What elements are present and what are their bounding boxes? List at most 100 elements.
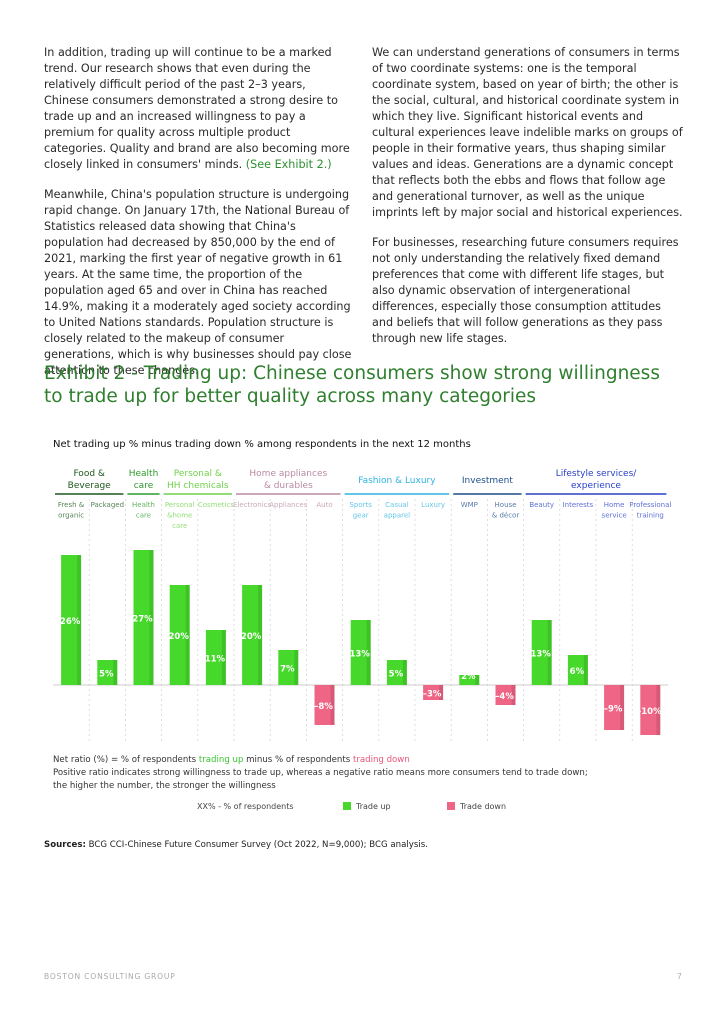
group-label-0: Beverage bbox=[68, 481, 112, 491]
group-label-2: HH chemicals bbox=[167, 481, 229, 491]
chart-note: Net ratio (%) = % of respondents trading… bbox=[53, 754, 588, 793]
note-line-2: Positive ratio indicates strong willingn… bbox=[53, 768, 588, 778]
category-label-11: WMP bbox=[461, 501, 478, 509]
bar-shade-2 bbox=[149, 550, 154, 685]
bar-13 bbox=[531, 620, 552, 685]
bar-shade-3 bbox=[185, 585, 190, 685]
category-label-3: care bbox=[172, 522, 187, 530]
value-label-10: –3% bbox=[423, 690, 442, 700]
sources-text: BCG CCI-Chinese Future Consumer Survey (… bbox=[88, 840, 428, 850]
category-label-5: Electronics bbox=[233, 501, 272, 509]
category-label-4: Cosmetics bbox=[198, 501, 234, 509]
category-label-9: Casual bbox=[385, 501, 409, 509]
bar-5 bbox=[242, 585, 263, 685]
group-label-5: Investment bbox=[462, 476, 513, 486]
bar-10 bbox=[423, 685, 444, 700]
category-label-1: Packaged bbox=[91, 501, 124, 509]
footer-company: BOSTON CONSULTING GROUP bbox=[44, 972, 176, 981]
value-label-5: 20% bbox=[241, 632, 262, 642]
value-label-0: 26% bbox=[60, 617, 81, 627]
group-label-3: & durables bbox=[264, 481, 313, 491]
bar-shade-12 bbox=[511, 685, 516, 705]
bar-shade-6 bbox=[294, 650, 299, 685]
bar-9 bbox=[386, 660, 407, 685]
text-column-right: We can understand generations of consume… bbox=[372, 45, 684, 361]
category-label-15: service bbox=[602, 512, 627, 520]
trading-up-bar-chart: Food & Beverage Fresh & organic Packaged Heal… bbox=[53, 469, 671, 743]
category-label-3: Personal bbox=[165, 501, 195, 509]
paragraph-generations: We can understand generations of consume… bbox=[372, 46, 683, 219]
bar-2 bbox=[133, 550, 154, 685]
value-label-11: 2% bbox=[461, 672, 476, 682]
bar-shade-5 bbox=[258, 585, 263, 685]
value-label-4: 11% bbox=[205, 655, 226, 665]
bar-shade-4 bbox=[221, 630, 226, 685]
group-label-1: care bbox=[134, 481, 154, 491]
bar-shade-0 bbox=[77, 555, 82, 685]
category-label-13: Beauty bbox=[529, 501, 554, 509]
group-label-4: Fashion & Luxury bbox=[358, 476, 436, 486]
value-label-14: 6% bbox=[570, 667, 585, 677]
bar-shade-16 bbox=[656, 685, 661, 735]
category-label-12: & décor bbox=[492, 512, 520, 520]
category-label-3: &home bbox=[167, 512, 192, 520]
value-label-1: 5% bbox=[99, 670, 114, 680]
legend-xx: XX% - % of respondents bbox=[197, 802, 294, 811]
category-label-8: gear bbox=[353, 512, 369, 520]
category-label-0: Fresh & bbox=[58, 501, 85, 509]
bar-shade-15 bbox=[620, 685, 625, 730]
text-column-left: In addition, trading up will continue to… bbox=[44, 45, 352, 393]
legend-trade-down: Trade down bbox=[447, 802, 506, 811]
group-label-0: Food & bbox=[73, 469, 104, 479]
bar-shade-8 bbox=[366, 620, 371, 685]
category-label-15: Home bbox=[604, 501, 625, 509]
group-label-1: Health bbox=[129, 469, 159, 479]
sources-label: Sources: bbox=[44, 840, 86, 850]
category-label-7: Auto bbox=[316, 501, 332, 509]
bar-3 bbox=[169, 585, 190, 685]
bar-8 bbox=[350, 620, 371, 685]
value-label-9: 5% bbox=[389, 670, 404, 680]
bar-shade-1 bbox=[113, 660, 118, 685]
legend-label-up: Trade up bbox=[356, 802, 391, 811]
bar-4 bbox=[205, 630, 226, 685]
bar-12 bbox=[495, 685, 516, 705]
value-label-13: 13% bbox=[531, 650, 552, 660]
note-trading-up: trading up bbox=[198, 755, 244, 765]
bar-14 bbox=[567, 655, 588, 685]
bar-15 bbox=[604, 685, 625, 730]
category-label-14: Interests bbox=[563, 501, 594, 509]
bar-1 bbox=[97, 660, 118, 685]
category-label-12: House bbox=[495, 501, 517, 509]
value-label-8: 13% bbox=[350, 650, 371, 660]
note-text: minus % of respondents bbox=[243, 755, 353, 765]
bar-11 bbox=[459, 675, 480, 685]
note-trading-down: trading down bbox=[352, 755, 410, 765]
bar-shade-13 bbox=[547, 620, 552, 685]
value-label-12: –4% bbox=[495, 692, 514, 702]
page-number: 7 bbox=[677, 972, 682, 981]
category-label-2: care bbox=[136, 512, 151, 520]
group-label-3: Home appliances bbox=[249, 469, 327, 479]
exhibit-title: Exhibit 2 - Trading up: Chinese consumer… bbox=[44, 363, 660, 407]
value-label-16: –10% bbox=[637, 707, 662, 717]
legend-swatch-down bbox=[447, 802, 455, 810]
category-label-16: training bbox=[637, 512, 664, 520]
group-label-6: experience bbox=[571, 481, 621, 491]
bar-0 bbox=[61, 555, 82, 685]
category-label-16: Professional bbox=[629, 501, 671, 509]
group-label-6: Lifestyle services/ bbox=[556, 469, 638, 479]
sources: Sources: BCG CCI-Chinese Future Consumer… bbox=[44, 840, 428, 850]
chart-title: Net trading up % minus trading down % am… bbox=[53, 439, 471, 450]
bar-6 bbox=[278, 650, 299, 685]
note-text: Net ratio (%) = % of respondents bbox=[53, 755, 199, 765]
group-label-2: Personal & bbox=[174, 469, 222, 479]
value-label-15: –9% bbox=[604, 705, 623, 715]
exhibit-link[interactable]: (See Exhibit 2.) bbox=[245, 158, 332, 171]
bar-shade-9 bbox=[402, 660, 407, 685]
paragraph-text: In addition, trading up will continue to… bbox=[44, 46, 350, 171]
paragraph-population: Meanwhile, China's population structure … bbox=[44, 188, 352, 377]
bar-shade-10 bbox=[439, 685, 444, 700]
bar-16 bbox=[640, 685, 661, 735]
value-label-6: 7% bbox=[280, 665, 295, 675]
